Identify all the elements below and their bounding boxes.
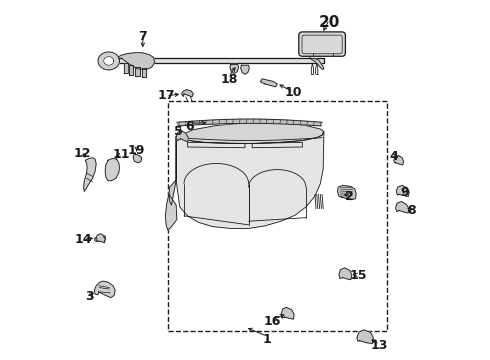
Text: 15: 15 [349, 269, 367, 282]
Polygon shape [175, 123, 324, 143]
Text: 11: 11 [113, 148, 130, 161]
Polygon shape [105, 158, 120, 181]
Text: 8: 8 [408, 204, 416, 217]
Polygon shape [394, 156, 403, 165]
Polygon shape [95, 281, 115, 298]
Polygon shape [241, 65, 249, 74]
Polygon shape [260, 79, 277, 87]
Polygon shape [166, 194, 177, 230]
Polygon shape [114, 58, 324, 63]
Text: 5: 5 [174, 125, 183, 138]
Polygon shape [230, 64, 239, 73]
Text: 12: 12 [73, 147, 91, 159]
Text: 14: 14 [75, 233, 93, 246]
Text: 20: 20 [318, 15, 340, 30]
Polygon shape [124, 63, 128, 73]
Polygon shape [119, 53, 155, 69]
Polygon shape [169, 137, 176, 205]
FancyBboxPatch shape [299, 32, 345, 56]
Polygon shape [84, 158, 96, 192]
Text: 6: 6 [185, 120, 194, 133]
Polygon shape [104, 57, 114, 65]
Polygon shape [177, 119, 322, 126]
Text: 10: 10 [285, 86, 302, 99]
Polygon shape [357, 330, 373, 343]
Polygon shape [338, 185, 356, 200]
Polygon shape [98, 52, 120, 70]
Polygon shape [133, 154, 142, 163]
Polygon shape [310, 58, 324, 69]
Text: 9: 9 [400, 186, 409, 199]
Text: 4: 4 [390, 150, 398, 163]
Polygon shape [339, 268, 352, 280]
Polygon shape [396, 185, 409, 197]
Text: 19: 19 [128, 144, 146, 157]
Polygon shape [176, 131, 188, 142]
Text: 13: 13 [371, 339, 388, 352]
Polygon shape [395, 202, 409, 213]
Text: 3: 3 [85, 290, 93, 303]
Polygon shape [129, 65, 133, 75]
Polygon shape [176, 132, 324, 228]
Text: 7: 7 [138, 30, 147, 43]
Bar [168, 101, 387, 330]
Polygon shape [142, 68, 146, 77]
Polygon shape [281, 307, 294, 319]
Text: 2: 2 [344, 190, 353, 203]
Text: 1: 1 [262, 333, 271, 346]
Polygon shape [135, 67, 140, 76]
Polygon shape [96, 234, 105, 243]
Text: 18: 18 [220, 73, 238, 86]
Text: 17: 17 [157, 89, 175, 102]
Polygon shape [181, 90, 194, 97]
Text: 16: 16 [263, 315, 281, 328]
